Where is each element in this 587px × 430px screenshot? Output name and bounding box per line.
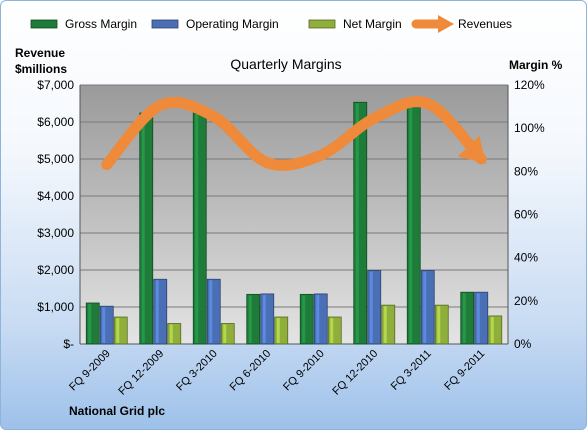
legend: Gross Margin Operating Margin Net Margin Re… [30, 15, 512, 33]
left-tick-label: $1,000 [37, 300, 74, 314]
left-axis-label-line1: Revenue [15, 46, 65, 60]
x-tick-label: FQ 12-2009 [116, 348, 166, 398]
right-tick-label: 80% [514, 164, 538, 178]
bar-highlight [141, 114, 145, 343]
right-tick-label: 120% [514, 78, 545, 92]
bar-net-margin [434, 304, 449, 345]
right-tick-label: 40% [514, 251, 538, 265]
left-tick-label: $- [63, 337, 74, 351]
x-tick-label: FQ 9-2009 [67, 348, 113, 394]
bar-highlight [223, 324, 227, 343]
legend-label: Gross Margin [65, 17, 137, 31]
bar-net-margin [381, 304, 396, 345]
left-tick-label: $4,000 [37, 189, 74, 203]
legend-label: Revenues [458, 17, 512, 31]
bar-operating-margin [313, 293, 328, 345]
left-tick-label: $5,000 [37, 152, 74, 166]
bar-gross-margin [353, 101, 368, 345]
bar-highlight [490, 316, 494, 343]
bar-gross-margin [85, 302, 100, 345]
bar-operating-margin [474, 291, 489, 345]
legend-label: Operating Margin [186, 17, 279, 31]
bar-highlight [102, 307, 106, 343]
bar-highlight [195, 114, 199, 343]
bar-highlight [330, 318, 334, 343]
legend-swatch [30, 19, 58, 29]
bar-highlight [276, 318, 280, 343]
bar-net-margin [274, 316, 289, 345]
bar-highlight [355, 103, 359, 344]
bar-gross-margin [406, 101, 421, 345]
bar-highlight [88, 303, 92, 343]
legend-swatch [308, 19, 336, 29]
legend-swatch-arrow [438, 15, 454, 33]
chart-title: Quarterly Margins [230, 56, 341, 72]
x-tick-label: FQ 9-2010 [281, 348, 327, 394]
footer-company: National Grid plc [69, 404, 165, 418]
right-tick-label: 100% [514, 121, 545, 135]
bar-gross-margin [299, 293, 314, 345]
bar-operating-margin [260, 293, 275, 345]
bar-operating-margin [206, 278, 221, 345]
bar-net-margin [488, 315, 503, 345]
bar-highlight [476, 293, 480, 343]
left-axis-label-line2: $millions [15, 62, 67, 76]
left-tick-label: $2,000 [37, 263, 74, 277]
bar-highlight [209, 280, 213, 343]
left-tick-label: $7,000 [37, 78, 74, 92]
bar-highlight [409, 103, 413, 344]
bar-gross-margin [460, 291, 475, 345]
revenues-arrowhead [457, 135, 486, 164]
x-tick-label: FQ 6-2010 [228, 348, 274, 394]
bar-highlight [383, 306, 387, 343]
bar-highlight [302, 295, 306, 343]
x-tick-label: FQ 3-2011 [389, 348, 434, 393]
bar-highlight [316, 294, 320, 343]
bar-highlight [248, 295, 252, 343]
bar-operating-margin [99, 305, 114, 345]
right-tick-label: 20% [514, 294, 538, 308]
bar-highlight [155, 280, 159, 343]
right-axis-label: Margin % [509, 58, 563, 72]
x-tick-label: FQ 3-2010 [174, 348, 220, 394]
legend-swatch [151, 19, 179, 29]
bar-highlight [262, 294, 266, 343]
left-tick-label: $3,000 [37, 226, 74, 240]
bar-highlight [423, 271, 427, 343]
bar-highlight [437, 306, 441, 343]
legend-label: Net Margin [343, 17, 402, 31]
bar-highlight [462, 293, 466, 343]
bar-highlight [116, 318, 120, 343]
left-tick-label: $6,000 [37, 115, 74, 129]
bar-gross-margin [246, 293, 261, 345]
bar-highlight [369, 271, 373, 343]
x-tick-label: FQ 12-2010 [330, 348, 380, 398]
right-tick-label: 0% [514, 337, 532, 351]
right-tick-label: 60% [514, 208, 538, 222]
bar-net-margin [113, 316, 128, 345]
bar-operating-margin [367, 270, 382, 345]
bar-net-margin [167, 323, 182, 345]
bar-gross-margin [192, 112, 207, 345]
plot-area: $- $1,000 $2,000 $3,000 $4,000 $5,000 $6,000 $7… [37, 78, 545, 398]
x-tick-label: FQ 9-2011 [442, 348, 487, 393]
bar-net-margin [220, 323, 235, 345]
bar-highlight [169, 324, 173, 343]
bar-operating-margin [153, 278, 168, 345]
bar-operating-margin [420, 270, 435, 345]
bar-net-margin [327, 316, 342, 345]
bar-gross-margin [139, 112, 154, 345]
